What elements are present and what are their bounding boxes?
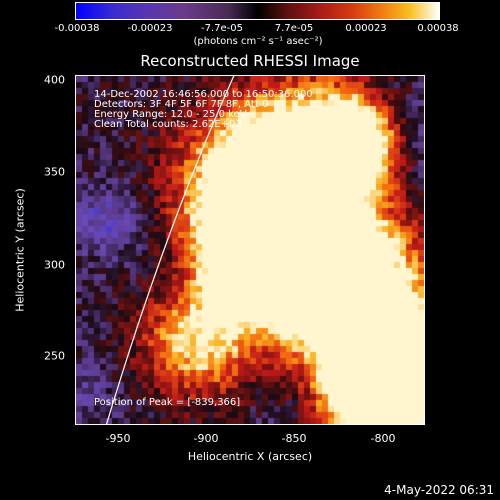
y-tick: 300 <box>44 258 65 272</box>
colorbar-tick: 7.7e-05 <box>274 23 314 34</box>
y-tick: 350 <box>44 165 65 179</box>
y-axis-label: Heliocentric Y (arcsec) <box>13 188 27 312</box>
x-tick: -950 <box>105 432 131 445</box>
info-peak-position: Position of Peak = [-839,366] <box>94 397 241 408</box>
x-tick: -850 <box>281 432 307 445</box>
colorbar-tick: 0.00023 <box>345 23 387 34</box>
image-plot-area: 14-Dec-2002 16:46:56.000 to 16:50:36.000… <box>75 75 425 425</box>
timestamp: 4-May-2022 06:31 <box>384 483 494 497</box>
image-title: Reconstructed RHESSI Image <box>140 52 360 70</box>
x-tick: -900 <box>193 432 219 445</box>
y-tick: 250 <box>44 349 65 363</box>
heatmap-image <box>76 76 424 424</box>
x-tick: -800 <box>370 432 396 445</box>
colorbar-tick: -0.00038 <box>54 23 100 34</box>
solar-limb-line <box>105 76 235 424</box>
colorbar-tick: -0.00023 <box>127 23 173 34</box>
plot-overlay <box>105 76 235 424</box>
y-tick: 400 <box>44 73 65 87</box>
colorbar-tick: 0.00038 <box>417 23 459 34</box>
x-axis-label: Heliocentric X (arcsec) <box>187 450 313 463</box>
info-energy: Energy Range: 12.0 - 25.0 keV <box>94 109 247 120</box>
info-clean: Clean Total counts: 2.62E+03 <box>94 119 242 130</box>
info-detectors: Detectors: 3F 4F 5F 6F 7F 8F, Att 0 <box>94 99 269 110</box>
colorbar-tick: -7.7e-05 <box>201 23 243 34</box>
colorbar <box>75 2 440 20</box>
info-time: 14-Dec-2002 16:46:56.000 to 16:50:36.000 <box>94 89 313 100</box>
colorbar-units: (photons cm⁻² s⁻¹ asec⁻²) <box>193 36 323 47</box>
